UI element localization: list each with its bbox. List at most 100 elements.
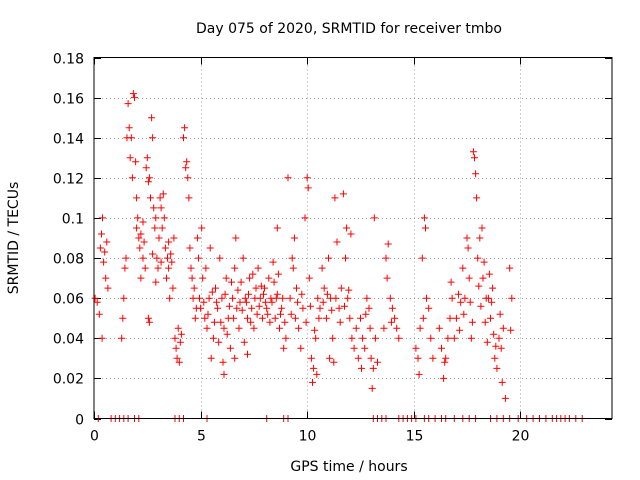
data-point	[289, 264, 297, 272]
data-point	[131, 94, 138, 102]
data-point	[221, 290, 229, 298]
data-point	[270, 278, 278, 286]
data-point	[456, 326, 464, 334]
y-tick-label: 0.1	[62, 212, 84, 228]
data-point	[203, 324, 211, 332]
data-point	[491, 354, 499, 362]
data-point	[223, 330, 231, 338]
data-point	[100, 258, 108, 266]
data-point	[200, 298, 208, 306]
data-point	[478, 224, 486, 232]
data-point	[374, 358, 381, 366]
data-point	[311, 326, 319, 334]
data-point	[469, 148, 477, 156]
data-point	[184, 174, 192, 182]
grid	[94, 57, 612, 419]
data-point	[420, 214, 428, 222]
data-point	[441, 358, 449, 366]
data-point	[208, 288, 216, 296]
data-point	[427, 334, 435, 342]
data-point	[220, 324, 228, 332]
data-point	[137, 274, 145, 282]
data-point	[168, 258, 176, 266]
data-point	[217, 318, 225, 326]
data-point	[240, 338, 248, 346]
data-point	[391, 314, 399, 322]
data-point	[382, 254, 390, 262]
data-point	[237, 278, 245, 286]
data-point	[288, 254, 296, 262]
data-point	[133, 224, 141, 232]
data-point	[387, 318, 395, 326]
data-point	[263, 304, 271, 312]
data-point	[158, 224, 166, 232]
data-point	[151, 224, 159, 232]
data-point	[442, 354, 450, 362]
data-point	[96, 244, 104, 252]
data-point	[320, 284, 328, 292]
data-point	[150, 204, 158, 212]
data-point	[459, 264, 467, 272]
data-point	[225, 302, 233, 310]
data-point	[333, 238, 341, 246]
data-point	[415, 370, 423, 378]
data-point	[257, 282, 265, 290]
y-tick-label: 0	[75, 413, 84, 429]
data-point	[352, 324, 360, 332]
x-tick-label: 0	[90, 429, 99, 445]
data-point	[140, 238, 148, 246]
data-point	[182, 164, 190, 172]
data-point	[188, 274, 196, 282]
data-point	[367, 354, 375, 362]
data-point	[365, 304, 373, 312]
data-point	[244, 314, 251, 322]
data-point	[295, 324, 303, 332]
data-point	[230, 314, 238, 322]
data-point	[172, 344, 180, 352]
chart-title: Day 075 of 2020, SRMTID for receiver tmb…	[196, 21, 502, 37]
data-point	[98, 334, 106, 342]
data-point	[307, 354, 315, 362]
data-point	[452, 314, 460, 322]
data-point	[253, 310, 261, 318]
data-point	[319, 298, 327, 306]
data-point	[371, 334, 379, 342]
data-point	[493, 364, 501, 372]
data-point	[348, 334, 356, 342]
data-point	[166, 294, 174, 302]
data-point	[122, 254, 130, 262]
data-point	[155, 234, 163, 242]
data-point	[101, 248, 109, 256]
data-point	[380, 324, 388, 332]
x-tick-label: 10	[299, 429, 317, 445]
data-point	[234, 286, 242, 294]
data-point	[488, 298, 496, 306]
data-point	[266, 318, 274, 326]
data-point	[318, 264, 326, 272]
data-point	[185, 194, 193, 202]
data-point	[447, 278, 455, 286]
data-point	[286, 294, 294, 302]
data-point	[468, 318, 476, 326]
data-point	[165, 264, 173, 272]
data-point	[157, 258, 165, 266]
data-point	[508, 294, 516, 302]
data-point	[472, 170, 480, 178]
data-point	[499, 324, 507, 332]
y-tick-label: 0.06	[53, 292, 84, 308]
data-point	[448, 294, 456, 302]
data-point	[121, 264, 129, 272]
data-point	[235, 324, 243, 332]
data-point	[191, 314, 199, 322]
data-point	[395, 334, 403, 342]
data-point	[204, 310, 212, 318]
data-point	[103, 238, 111, 246]
y-tick-label: 0.12	[53, 172, 84, 188]
x-tick-label: 15	[406, 429, 424, 445]
data-point	[341, 302, 348, 310]
data-point	[492, 342, 500, 350]
data-point	[440, 374, 448, 382]
data-point	[460, 310, 468, 318]
data-point	[336, 318, 344, 326]
